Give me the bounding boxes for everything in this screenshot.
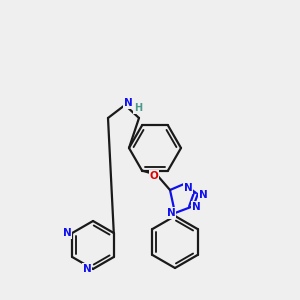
Text: N: N [184, 183, 192, 193]
Text: H: H [134, 103, 142, 113]
Text: N: N [124, 98, 132, 108]
Text: N: N [199, 190, 207, 200]
Text: N: N [82, 264, 91, 274]
Text: N: N [63, 228, 72, 238]
Text: N: N [192, 202, 200, 212]
Text: O: O [150, 171, 158, 181]
Text: N: N [167, 208, 176, 218]
